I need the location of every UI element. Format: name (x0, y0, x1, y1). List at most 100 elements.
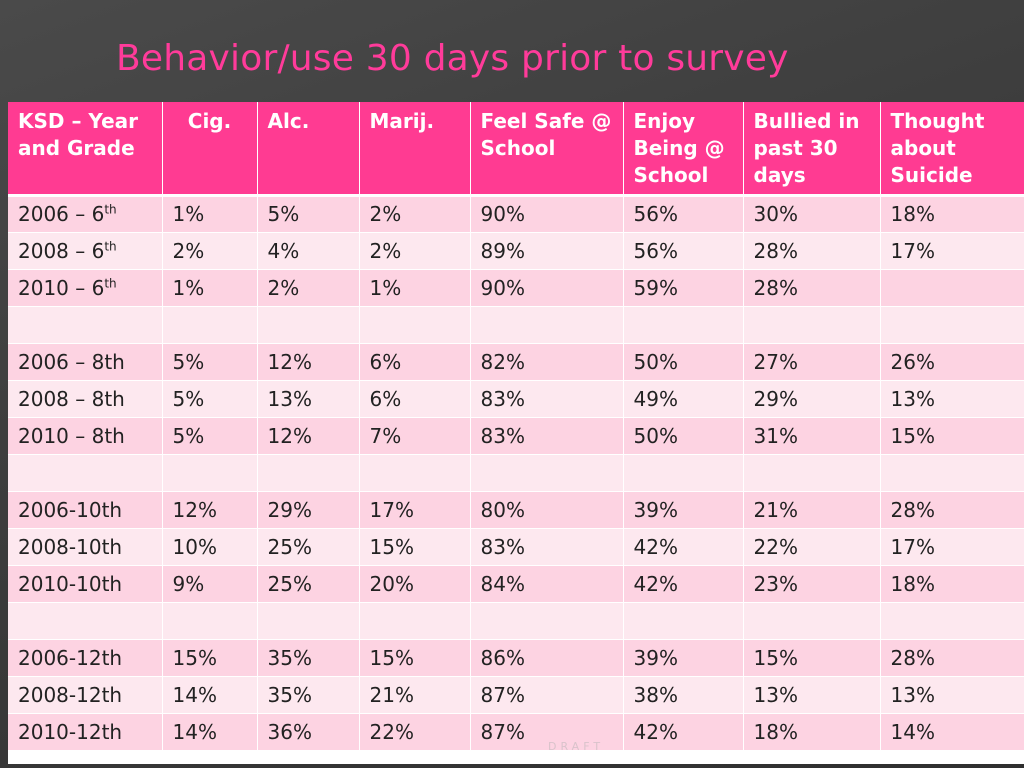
table-cell: 17% (359, 491, 471, 529)
table-row: 2010 – 8th 5% 12% 7% 83% 50% 31% 15% (8, 417, 1024, 455)
table-cell: 89% (470, 232, 624, 270)
cell-year-grade: 2006-10th (8, 491, 163, 529)
table-cell: 28% (880, 491, 1024, 529)
table-cell (470, 454, 624, 492)
table-cell: 39% (623, 639, 744, 677)
table-cell: 80% (470, 491, 624, 529)
table-cell (162, 454, 258, 492)
table-cell: 12% (257, 417, 360, 455)
header-bullied: Bullied in past 30 days (743, 102, 881, 197)
table-cell: 14% (880, 713, 1024, 751)
table-cell: 42% (623, 565, 744, 603)
table-cell: 25% (257, 528, 360, 566)
cell-year-grade (8, 306, 163, 344)
table-cell: 28% (743, 232, 881, 270)
table-cell: 18% (743, 713, 881, 751)
table-row: 2006 – 6th 1% 5% 2% 90% 56% 30% 18% (8, 195, 1024, 233)
table-cell: 28% (880, 639, 1024, 677)
table-cell (623, 454, 744, 492)
table-cell (623, 306, 744, 344)
table-cell: 86% (470, 639, 624, 677)
table-cell (623, 602, 744, 640)
table-cell: 30% (743, 195, 881, 233)
table-cell: 12% (257, 343, 360, 381)
table-cell: 17% (880, 232, 1024, 270)
table-row: 2008-12th 14% 35% 21% 87% 38% 13% 13% (8, 676, 1024, 714)
table-cell: 50% (623, 417, 744, 455)
table-cell (470, 306, 624, 344)
table-cell: 20% (359, 565, 471, 603)
table-row (8, 306, 1024, 344)
cell-year-grade: 2008 – 6th (8, 232, 163, 270)
table-cell: 22% (359, 713, 471, 751)
ordinal-suffix: th (104, 202, 117, 217)
table-cell: 23% (743, 565, 881, 603)
table-body: 2006 – 6th 1% 5% 2% 90% 56% 30% 18% 2008 – 6th 2%… (8, 195, 1024, 751)
slide-title: Behavior/use 30 days prior to survey (116, 38, 789, 79)
table-cell: 15% (743, 639, 881, 677)
header-cig: Cig. (162, 102, 258, 197)
table-cell: 5% (162, 417, 258, 455)
table-cell: 21% (743, 491, 881, 529)
cell-year-grade: 2006 – 8th (8, 343, 163, 381)
table-cell: 1% (162, 195, 258, 233)
year-grade-label: 2008-10th (18, 534, 123, 559)
table-cell: 2% (359, 195, 471, 233)
table-cell: 15% (162, 639, 258, 677)
table-cell: 2% (359, 232, 471, 270)
table-row (8, 602, 1024, 640)
table-cell: 90% (470, 195, 624, 233)
header-thought-suicide: Thought about Suicide (880, 102, 1024, 197)
table-cell: 6% (359, 380, 471, 418)
cell-year-grade: 2006-12th (8, 639, 163, 677)
table-cell: 59% (623, 269, 744, 307)
table-cell: 13% (880, 380, 1024, 418)
table-cell: 1% (359, 269, 471, 307)
table-cell: 22% (743, 528, 881, 566)
table-cell: 2% (257, 269, 360, 307)
table-cell: 56% (623, 232, 744, 270)
table-cell (162, 602, 258, 640)
table-cell: 4% (257, 232, 360, 270)
table-row: 2008-10th 10% 25% 15% 83% 42% 22% 17% (8, 528, 1024, 566)
table-cell: 18% (880, 195, 1024, 233)
year-grade-label: 2006-12th (18, 645, 123, 670)
table-cell (257, 306, 360, 344)
table-cell: 10% (162, 528, 258, 566)
table-cell: 31% (743, 417, 881, 455)
table-row: 2006-12th 15% 35% 15% 86% 39% 15% 28% (8, 639, 1024, 677)
cell-year-grade: 2008-12th (8, 676, 163, 714)
table-cell (743, 306, 881, 344)
year-grade-label: 2006 – 8th (18, 349, 125, 374)
table-cell: 13% (743, 676, 881, 714)
table-cell (880, 269, 1024, 307)
table-cell (470, 602, 624, 640)
table-cell: 83% (470, 380, 624, 418)
table-row: 2010-12th 14% 36% 22% 87% 42% 18% 14% (8, 713, 1024, 751)
table-cell: 38% (623, 676, 744, 714)
table-cell: 15% (359, 528, 471, 566)
table-cell (359, 602, 471, 640)
year-grade-label: 2010-10th (18, 571, 123, 596)
table-header-row: KSD – Year and Grade Cig. Alc. Marij. Fe… (8, 102, 1024, 197)
table-cell: 7% (359, 417, 471, 455)
cell-year-grade: 2010-10th (8, 565, 163, 603)
table-cell: 13% (880, 676, 1024, 714)
table-row: 2008 – 6th 2% 4% 2% 89% 56% 28% 17% (8, 232, 1024, 270)
table-cell (162, 306, 258, 344)
table-cell (880, 306, 1024, 344)
survey-table-container: KSD – Year and Grade Cig. Alc. Marij. Fe… (8, 102, 1024, 764)
table-row (8, 454, 1024, 492)
table-cell: 21% (359, 676, 471, 714)
ordinal-suffix: th (104, 275, 117, 290)
survey-table: KSD – Year and Grade Cig. Alc. Marij. Fe… (8, 102, 1024, 751)
ordinal-suffix: th (104, 238, 117, 253)
year-grade-label: 2008-12th (18, 682, 123, 707)
header-enjoy-being: Enjoy Being @ School (623, 102, 744, 197)
table-cell: 26% (880, 343, 1024, 381)
table-cell: 15% (359, 639, 471, 677)
cell-year-grade (8, 454, 163, 492)
table-cell: 27% (743, 343, 881, 381)
cell-year-grade: 2010-12th (8, 713, 163, 751)
table-cell: 13% (257, 380, 360, 418)
